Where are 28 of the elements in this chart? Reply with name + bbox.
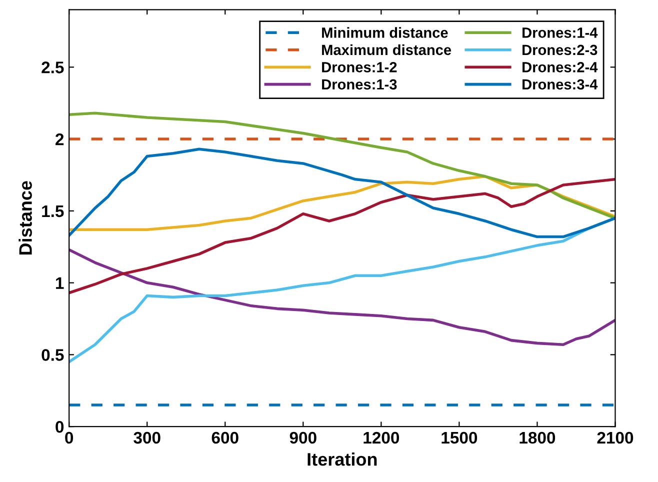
legend-label: Maximum distance: [322, 44, 452, 56]
y-axis-title: Distance: [18, 181, 32, 255]
y-tick-label: 1: [56, 277, 64, 289]
legend-label: Drones:1-3: [322, 79, 397, 90]
x-tick-label: 2100: [597, 432, 634, 444]
line-series: [69, 178, 616, 294]
x-tick-label: 1500: [442, 432, 478, 444]
legend-label: Drones:3-4: [522, 79, 598, 90]
x-tick-label: 1800: [520, 432, 556, 444]
y-tick-label: 2.5: [42, 62, 64, 74]
y-tick-label: 2: [56, 133, 64, 146]
line-series: [69, 148, 616, 238]
legend-label: Drones:2-3: [522, 44, 598, 56]
x-tick-label: 300: [134, 432, 160, 444]
x-tick-label: 1200: [364, 432, 400, 444]
line-series: [69, 248, 616, 346]
line-series: [69, 112, 616, 220]
legend-label: Drones:1-4: [522, 28, 598, 38]
legend-label: Drones:2-4: [522, 62, 598, 72]
legend-label: Drones:1-2: [322, 62, 397, 72]
y-tick-label: 0: [56, 420, 64, 433]
x-axis-title: Iteration: [308, 452, 377, 466]
y-tick-label: 0.5: [42, 349, 64, 361]
x-tick-label: 0: [65, 432, 74, 444]
x-tick-label: 900: [290, 432, 316, 444]
x-tick-label: 600: [212, 432, 238, 444]
legend-label: Minimum distance: [322, 27, 448, 38]
y-tick-label: 1.5: [42, 205, 64, 218]
